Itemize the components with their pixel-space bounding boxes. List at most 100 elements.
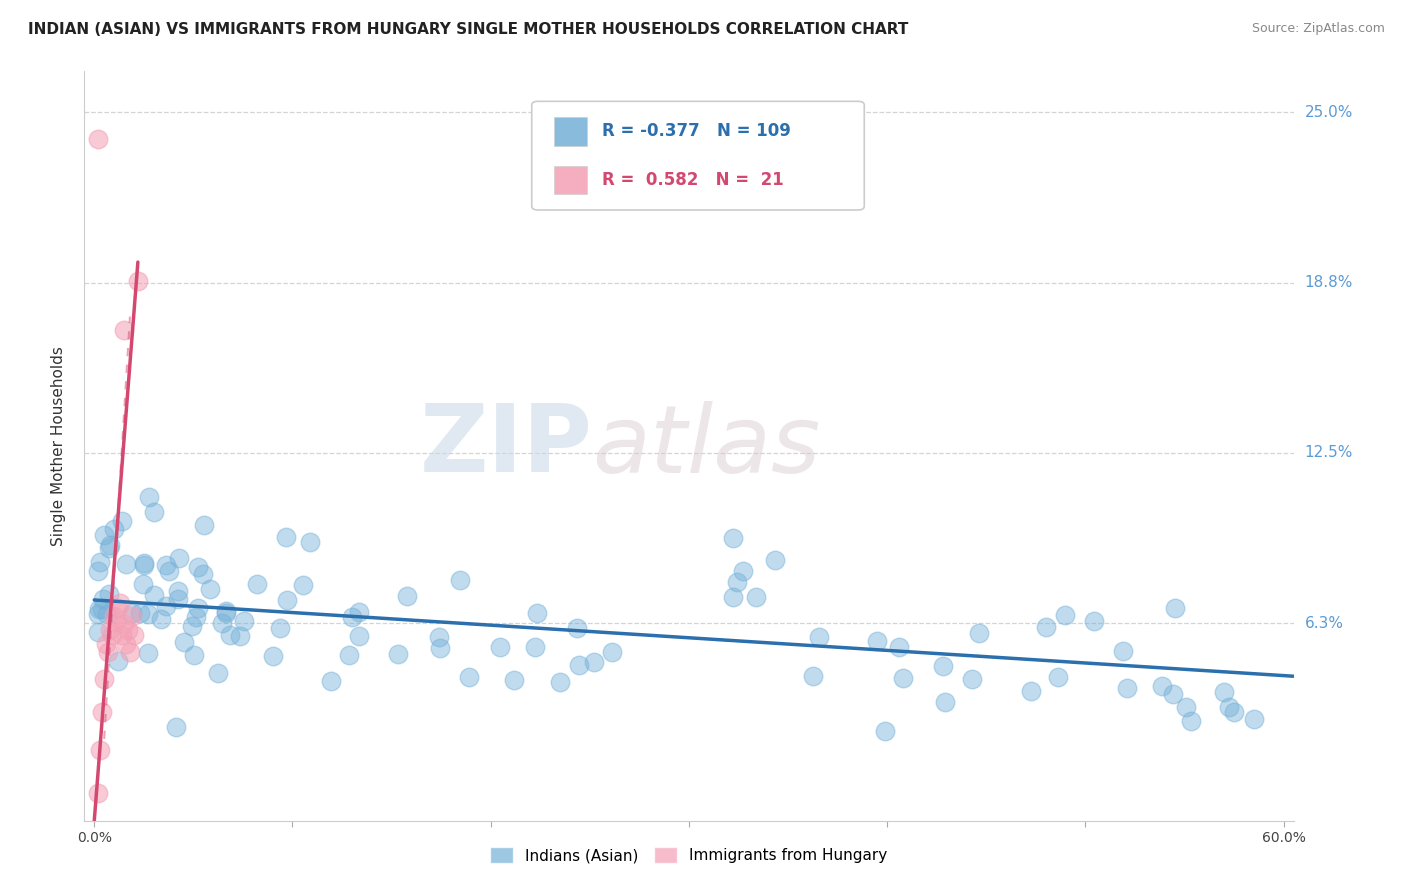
Point (118, 645, 141, 659)
Point (873, 724, 896, 739)
Point (1150, 679, 1173, 693)
Point (969, 626, 991, 640)
Point (98, 623, 121, 637)
Point (129, 606, 152, 620)
Point (723, 590, 745, 604)
Point (807, 630, 830, 644)
Point (1083, 614, 1105, 628)
Point (187, 560, 209, 574)
Point (866, 634, 889, 648)
Point (568, 658, 591, 673)
Point (114, 557, 136, 571)
Point (1243, 712, 1265, 726)
FancyBboxPatch shape (531, 102, 865, 210)
Point (187, 601, 209, 615)
Point (101, 628, 124, 642)
Point (193, 518, 215, 533)
Point (91, 601, 114, 615)
Point (142, 505, 165, 519)
Point (262, 649, 284, 664)
Point (229, 629, 252, 643)
Point (87, 625, 110, 640)
Point (548, 675, 571, 690)
Point (429, 630, 451, 644)
Point (193, 567, 215, 582)
Text: 12.5%: 12.5% (1305, 445, 1353, 460)
Point (173, 635, 195, 649)
Point (1218, 699, 1240, 714)
Point (523, 640, 546, 654)
Text: atlas: atlas (592, 401, 821, 491)
Point (103, 522, 125, 536)
Point (429, 640, 451, 655)
Point (121, 606, 143, 620)
Point (582, 655, 605, 669)
Point (292, 578, 315, 592)
Point (93, 527, 115, 541)
FancyBboxPatch shape (554, 166, 588, 194)
Point (97, 645, 120, 659)
Point (763, 553, 786, 567)
Point (1116, 681, 1139, 695)
Point (1021, 683, 1043, 698)
Point (349, 628, 371, 642)
Point (1180, 714, 1202, 728)
Point (1035, 620, 1057, 634)
Point (136, 607, 159, 621)
Point (96, 636, 118, 650)
Point (200, 582, 222, 596)
Point (98, 541, 121, 555)
Point (111, 514, 134, 528)
Point (111, 628, 134, 642)
Point (127, 274, 149, 288)
Point (138, 490, 160, 504)
Point (1054, 607, 1077, 622)
Point (112, 323, 135, 337)
Point (122, 628, 145, 642)
Point (395, 589, 418, 603)
Point (87, 602, 110, 616)
Point (1112, 644, 1135, 658)
Point (108, 596, 131, 610)
Point (449, 573, 471, 587)
Point (89, 555, 111, 569)
Y-axis label: Single Mother Households: Single Mother Households (51, 346, 66, 546)
Text: R = -0.377   N = 109: R = -0.377 N = 109 (602, 122, 790, 140)
Point (489, 640, 512, 654)
Point (1046, 670, 1069, 684)
Point (87, 607, 110, 621)
Point (503, 673, 526, 687)
Point (87, 786, 110, 800)
Point (1175, 700, 1198, 714)
Point (112, 617, 135, 632)
Point (1213, 685, 1236, 699)
Point (103, 609, 125, 624)
Point (167, 592, 190, 607)
Point (340, 610, 363, 624)
Legend: Indians (Asian), Immigrants from Hungary: Indians (Asian), Immigrants from Hungary (484, 841, 894, 869)
Point (246, 577, 269, 591)
Point (107, 654, 129, 668)
Point (215, 603, 238, 617)
Point (149, 612, 172, 626)
Point (891, 671, 914, 685)
Point (276, 592, 298, 607)
Point (186, 610, 208, 624)
Point (143, 588, 166, 602)
Point (155, 558, 177, 573)
Point (299, 535, 322, 549)
Point (98, 538, 121, 552)
Text: R =  0.582   N =  21: R = 0.582 N = 21 (602, 171, 783, 189)
Text: 25.0%: 25.0% (1305, 104, 1353, 120)
FancyBboxPatch shape (554, 117, 588, 145)
Point (1161, 687, 1184, 701)
Point (134, 558, 156, 572)
Point (801, 669, 824, 683)
Point (97, 587, 120, 601)
Text: INDIAN (ASIAN) VS IMMIGRANTS FROM HUNGARY SINGLE MOTHER HOUSEHOLDS CORRELATION C: INDIAN (ASIAN) VS IMMIGRANTS FROM HUNGAR… (28, 22, 908, 37)
Point (121, 609, 143, 624)
Point (134, 556, 156, 570)
Point (165, 720, 187, 734)
Point (960, 672, 983, 686)
Point (526, 606, 548, 620)
